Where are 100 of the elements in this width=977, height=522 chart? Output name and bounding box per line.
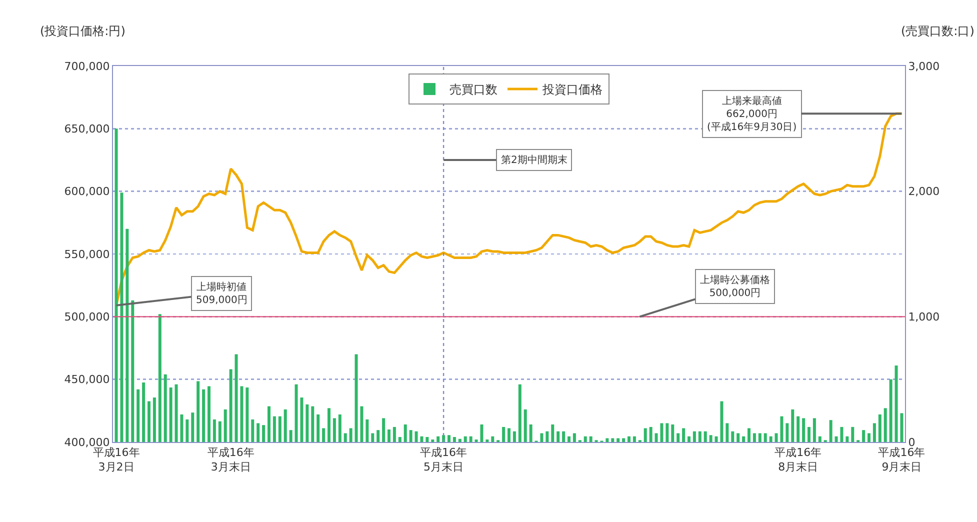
bar [426,436,429,442]
bar [502,426,506,442]
bar [654,433,658,442]
bar [431,439,434,442]
annotation: 上場時初値 509,000円 [196,281,248,306]
bar [131,300,134,442]
bar [328,408,330,442]
bar [818,436,822,442]
bar [212,419,216,442]
bar [349,428,352,442]
annotation: 上場来最高値 662,000円 (平成16年9月30日) [707,95,797,133]
bar [148,401,150,442]
y-tick-label: 400,000 [64,436,110,449]
bar [616,438,620,442]
bar [878,414,882,442]
bar [764,433,767,442]
bar [136,389,140,442]
bar [540,433,544,442]
bar [752,433,756,442]
bar [202,389,206,442]
bar [409,430,412,442]
bar [720,401,724,442]
bar [311,406,314,442]
bar [382,418,386,442]
bar [240,386,244,442]
bar [480,424,484,442]
bar [294,384,298,442]
bar [196,381,200,442]
bar [152,398,156,442]
bar [900,413,904,442]
bar [404,424,407,442]
bar [894,366,898,442]
bar [398,436,402,442]
bar [796,416,800,442]
bar [300,398,304,442]
bar [774,433,778,442]
bar [464,436,467,442]
bar [791,409,794,442]
bar [246,387,249,442]
bar [709,435,712,442]
bar [256,423,260,442]
bar [126,228,129,442]
bar [808,426,810,442]
bar [366,419,369,442]
bar [180,414,184,442]
bar [186,419,189,442]
bar [120,192,124,442]
bar [812,418,816,442]
bar [546,431,549,442]
bar [306,404,309,442]
bar [742,436,746,442]
bar [234,354,238,442]
bar [338,414,342,442]
bar [628,436,630,442]
bar [704,431,707,442]
y-tick-label: 500,000 [64,310,110,324]
bar [229,369,232,442]
bar [218,421,222,442]
y2-axis-title: (売買口数:口) [901,24,974,38]
bar [284,409,287,442]
bar [224,409,227,442]
bar [872,423,876,442]
bar [114,128,118,442]
bar [748,428,750,442]
y2-tick-label: 3,000 [908,60,940,73]
bar [862,430,866,442]
y-tick-label: 550,000 [64,248,110,261]
bar [491,436,494,442]
y2-tick-label: 0 [908,436,916,449]
y-tick-label: 450,000 [64,373,110,386]
legend-label: 売買口数 [450,82,498,97]
bar [272,416,276,442]
bar [714,436,718,442]
bar [452,436,456,442]
bar [420,436,424,442]
bar [354,354,358,442]
bar [568,436,570,442]
bar [164,374,167,442]
bar [644,428,647,442]
bar [174,384,178,442]
bar [769,436,772,442]
bar [611,438,614,442]
bar [726,423,729,442]
bar [562,431,566,442]
bar [512,431,516,442]
bar [572,433,576,442]
bar [469,436,472,442]
bar [142,382,146,442]
bar [731,431,734,442]
bar [169,387,172,442]
bar [606,438,609,442]
bar [698,431,702,442]
bar [834,436,838,442]
bar [780,416,784,442]
bar [649,426,652,442]
bar [524,409,527,442]
bar [474,439,478,442]
bar [666,423,669,442]
bar [392,426,396,442]
bar [518,384,522,442]
